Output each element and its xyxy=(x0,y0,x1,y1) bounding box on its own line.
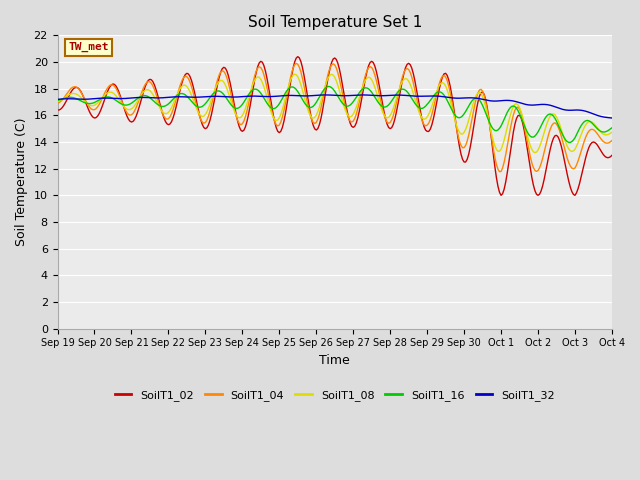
Text: TW_met: TW_met xyxy=(68,42,109,52)
SoilT1_08 xyxy=(291,72,298,77)
SoilT1_04 xyxy=(157,106,164,112)
SoilT1_16 xyxy=(69,95,77,100)
SoilT1_04 xyxy=(543,137,551,143)
SoilT1_16 xyxy=(324,84,332,89)
SoilT1_02 xyxy=(389,121,397,127)
SoilT1_04 xyxy=(54,100,61,106)
SoilT1_16 xyxy=(389,96,397,101)
SoilT1_08 xyxy=(402,76,410,82)
SoilT1_02 xyxy=(157,104,164,110)
SoilT1_32 xyxy=(402,93,410,98)
SoilT1_16 xyxy=(54,97,61,103)
SoilT1_04 xyxy=(402,67,410,72)
Title: Soil Temperature Set 1: Soil Temperature Set 1 xyxy=(248,15,422,30)
Legend: SoilT1_02, SoilT1_04, SoilT1_08, SoilT1_16, SoilT1_32: SoilT1_02, SoilT1_04, SoilT1_08, SoilT1_… xyxy=(110,385,559,405)
SoilT1_04 xyxy=(608,138,616,144)
SoilT1_08 xyxy=(157,107,164,112)
SoilT1_08 xyxy=(543,120,551,126)
Line: SoilT1_04: SoilT1_04 xyxy=(58,63,612,172)
SoilT1_16 xyxy=(608,125,616,131)
SoilT1_32 xyxy=(322,92,330,98)
Y-axis label: Soil Temperature (C): Soil Temperature (C) xyxy=(15,118,28,246)
SoilT1_02 xyxy=(54,107,61,113)
SoilT1_16 xyxy=(565,140,573,145)
SoilT1_02 xyxy=(608,153,616,158)
SoilT1_02 xyxy=(497,192,505,198)
SoilT1_04 xyxy=(495,169,503,175)
SoilT1_16 xyxy=(157,103,164,109)
SoilT1_32 xyxy=(54,96,61,102)
SoilT1_16 xyxy=(402,87,410,93)
SoilT1_04 xyxy=(389,113,397,119)
SoilT1_32 xyxy=(389,92,397,98)
Line: SoilT1_16: SoilT1_16 xyxy=(58,86,612,143)
Line: SoilT1_02: SoilT1_02 xyxy=(58,57,612,195)
SoilT1_08 xyxy=(608,129,616,135)
SoilT1_02 xyxy=(294,54,301,60)
SoilT1_08 xyxy=(531,150,539,156)
SoilT1_16 xyxy=(371,94,379,100)
SoilT1_08 xyxy=(69,91,77,96)
SoilT1_16 xyxy=(542,114,550,120)
SoilT1_32 xyxy=(69,96,77,102)
SoilT1_32 xyxy=(542,102,550,108)
SoilT1_08 xyxy=(54,98,61,104)
SoilT1_02 xyxy=(69,86,77,92)
SoilT1_08 xyxy=(389,106,397,111)
SoilT1_32 xyxy=(608,115,616,121)
SoilT1_02 xyxy=(543,161,551,167)
Line: SoilT1_32: SoilT1_32 xyxy=(58,95,612,118)
SoilT1_32 xyxy=(371,93,379,98)
SoilT1_02 xyxy=(402,65,410,71)
SoilT1_04 xyxy=(69,84,77,90)
SoilT1_04 xyxy=(292,60,300,66)
X-axis label: Time: Time xyxy=(319,354,350,367)
SoilT1_32 xyxy=(157,95,164,101)
Line: SoilT1_08: SoilT1_08 xyxy=(58,74,612,153)
SoilT1_08 xyxy=(371,84,379,90)
SoilT1_04 xyxy=(371,72,379,78)
SoilT1_02 xyxy=(371,63,379,69)
